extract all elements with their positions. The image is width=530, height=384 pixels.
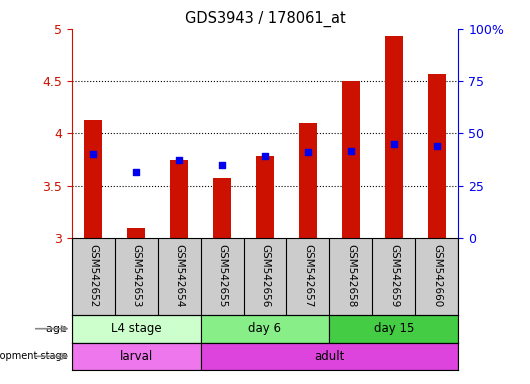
Point — [261, 153, 269, 159]
Bar — [200, 315, 330, 343]
Text: GSM542659: GSM542659 — [389, 244, 399, 308]
Text: GSM542656: GSM542656 — [260, 244, 270, 308]
Text: larval: larval — [119, 350, 153, 363]
Point — [432, 143, 441, 149]
Text: age: age — [46, 324, 70, 334]
Bar — [84, 120, 102, 238]
Bar — [72, 343, 200, 370]
Title: GDS3943 / 178061_at: GDS3943 / 178061_at — [184, 11, 346, 27]
Text: GSM542655: GSM542655 — [217, 244, 227, 308]
Point — [347, 148, 355, 154]
Text: day 6: day 6 — [249, 322, 281, 335]
Text: GSM542653: GSM542653 — [131, 244, 141, 308]
Point — [175, 157, 183, 163]
Text: adult: adult — [314, 350, 344, 363]
Text: GSM542658: GSM542658 — [346, 244, 356, 308]
Bar — [342, 81, 359, 238]
Bar — [72, 315, 200, 343]
Text: GSM542652: GSM542652 — [88, 244, 98, 308]
Text: L4 stage: L4 stage — [111, 322, 161, 335]
Point — [390, 141, 398, 147]
Bar — [428, 74, 446, 238]
Bar — [330, 315, 458, 343]
Text: GSM542660: GSM542660 — [432, 244, 442, 308]
Point — [218, 162, 226, 168]
Bar — [385, 36, 403, 238]
Bar — [171, 160, 188, 238]
Text: GSM542654: GSM542654 — [174, 244, 184, 308]
Text: day 15: day 15 — [374, 322, 414, 335]
Point — [89, 151, 98, 157]
Text: GSM542657: GSM542657 — [303, 244, 313, 308]
Bar — [127, 228, 145, 238]
Text: development stage: development stage — [0, 351, 70, 361]
Bar — [299, 123, 316, 238]
Bar — [257, 156, 273, 238]
Point — [132, 169, 140, 175]
Bar — [200, 343, 458, 370]
Bar — [214, 179, 231, 238]
Point — [304, 149, 312, 156]
